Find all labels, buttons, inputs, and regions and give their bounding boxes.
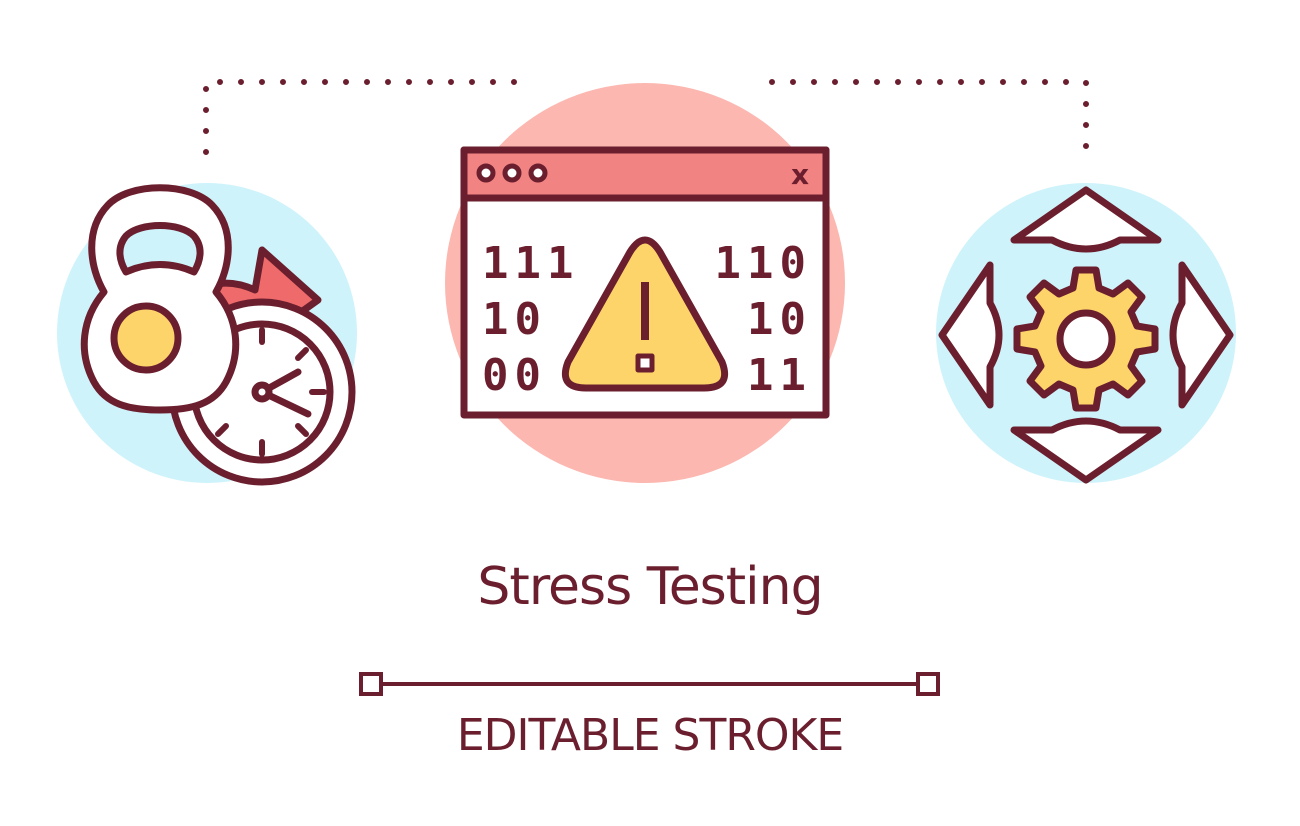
browser-window-icon: x [460,146,830,419]
arrow-up-icon [1010,186,1162,253]
binary-right-row-1: 110 [715,238,812,289]
kettlebell-icon [80,184,240,414]
stroke-handle-left [359,672,383,696]
binary-left-row-2: 10 [482,294,547,345]
close-icon: x [791,158,809,191]
title: Stress Testing [477,557,823,617]
scaling-gear-icon [938,186,1234,484]
stroke-handle-right [916,672,940,696]
editable-stroke-line [359,672,940,696]
window-dot-2 [502,163,522,183]
binary-left-row-3: 00 [482,350,547,401]
right-dotted-connector [769,79,1089,155]
editable-stroke-label: EDITABLE STROKE [456,710,844,761]
binary-right-row-3: 11 [747,350,812,401]
arrow-down-icon [1010,417,1162,484]
arrow-left-icon [938,261,1003,409]
gear-icon [1013,266,1159,412]
clock-center [251,381,273,403]
left-dotted-connector [203,79,523,155]
window-dot-3 [528,163,548,183]
binary-right-row-2: 10 [747,294,812,345]
kettlebell-clock-icon [80,184,356,486]
binary-right-column: 110 10 11 [715,238,812,401]
kettlebell-yellow-dot [110,302,182,374]
binary-left-column: 111 10 00 [482,238,579,401]
arrow-right-icon [1169,261,1234,409]
dotted-connectors [203,79,1089,155]
window-dot-1 [476,163,496,183]
exclamation-dot [635,353,655,373]
gear-hole [1056,309,1116,369]
binary-left-row-1: 111 [482,238,579,289]
window-header [460,146,830,202]
